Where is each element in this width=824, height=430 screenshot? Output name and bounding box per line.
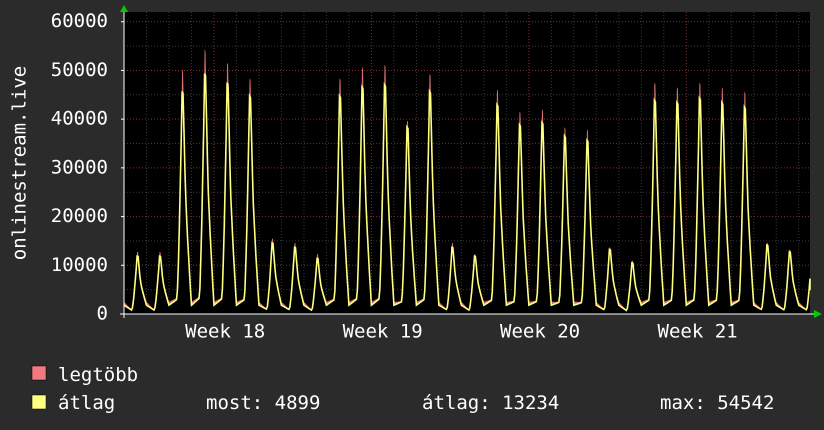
- y-tick-label: 40000: [51, 108, 108, 130]
- x-tick-labels: Week 18 Week 19 Week 20 Week 21: [185, 321, 737, 343]
- y-tick-label: 10000: [51, 254, 108, 276]
- series-atlag-line: [123, 73, 811, 312]
- y-tick-labels: 0 10000 20000 30000 40000 50000 60000: [51, 10, 124, 325]
- grid: [124, 12, 810, 315]
- legend: legtöbb átlag most: 4899 átlag: 13234 ma…: [31, 364, 774, 414]
- x-tick-label: Week 21: [658, 321, 738, 343]
- x-tick-label: Week 20: [500, 321, 580, 343]
- x-tick-label: Week 19: [343, 321, 423, 343]
- x-axis-arrow-icon: [814, 310, 822, 318]
- y-tick-label: 0: [97, 303, 108, 325]
- stat-now: most: 4899: [206, 392, 320, 414]
- y-tick-label: 60000: [51, 10, 108, 32]
- grid-lines: [124, 12, 810, 315]
- y-tick-label: 50000: [51, 59, 108, 81]
- axes: [120, 5, 822, 318]
- y-axis-title: onlinestream.live: [9, 66, 31, 260]
- x-tick-label: Week 18: [185, 321, 265, 343]
- y-tick-label: 30000: [51, 156, 108, 178]
- legend-label-legtobb: legtöbb: [58, 364, 138, 386]
- stat-average: átlag: 13234: [422, 392, 559, 414]
- legend-swatch-legtobb: [31, 365, 47, 381]
- legend-swatch-atlag: [31, 394, 47, 410]
- y-tick-label: 20000: [51, 205, 108, 227]
- y-axis-arrow-icon: [120, 5, 128, 12]
- series-layer: [123, 49, 811, 315]
- legend-label-atlag: átlag: [58, 392, 115, 414]
- stat-max: max: 54542: [660, 392, 774, 414]
